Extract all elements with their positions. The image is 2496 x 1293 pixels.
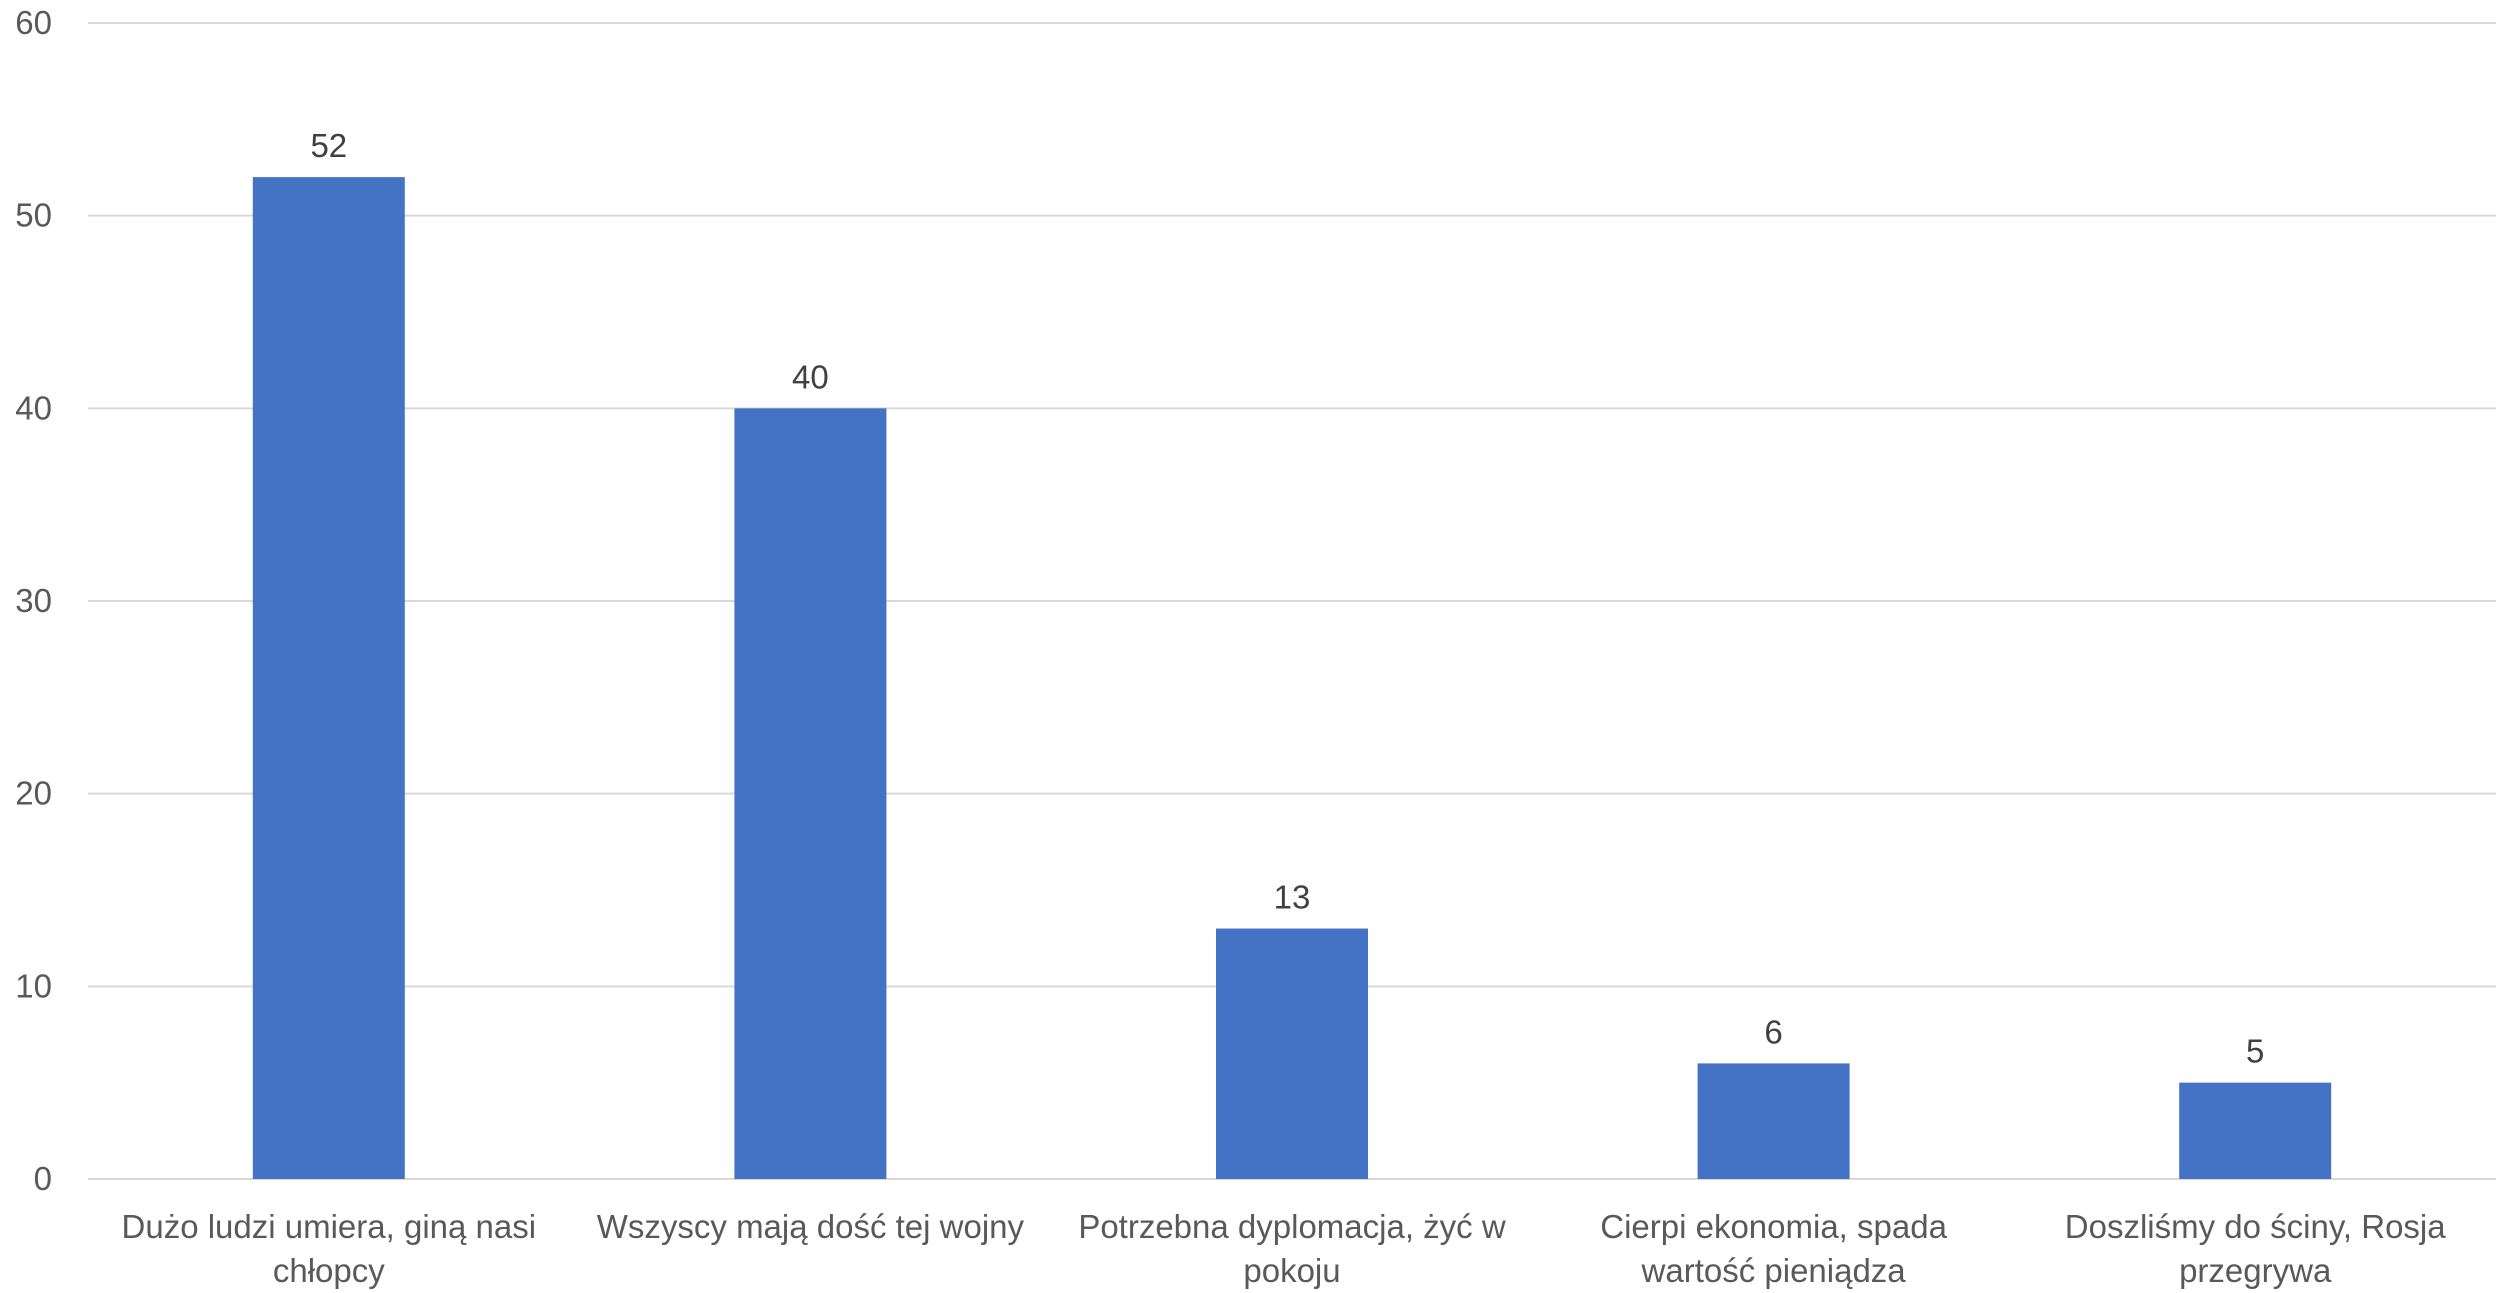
gridlines [88,22,2496,1180]
x-tick-label-line: przegrywa [2179,1252,2332,1289]
bar [1216,928,1368,1179]
bar [734,408,887,1179]
x-tick-label-line: pokoju [1243,1252,1340,1289]
x-tick-label-line: Cierpi ekonomia, spada [1600,1208,1947,1245]
y-tick-label: 50 [15,197,52,234]
data-label: 5 [2246,1033,2264,1070]
y-tick-label: 30 [15,582,52,619]
y-tick-label: 0 [34,1160,52,1197]
x-tick-label-line: Potrzebna dyplomacja, żyć w [1078,1208,1506,1245]
y-tick-label: 60 [15,4,52,41]
x-tick-label-line: chłopcy [273,1252,385,1289]
x-tick-label-line: Doszliśmy do ściny, Rosja [2065,1208,2446,1245]
bar [2179,1082,2332,1179]
data-labels: 52 40 13 6 5 [310,127,2264,1070]
x-tick-label: Dużo ludzi umiera, giną nasi chłopcy [122,1208,537,1289]
y-tick-label: 40 [15,389,52,426]
data-label: 40 [792,358,829,395]
x-tick-label-line: Dużo ludzi umiera, giną nasi [122,1208,537,1245]
y-axis-ticks: 0 10 20 30 40 50 60 [15,4,52,1197]
data-label: 6 [1764,1013,1782,1050]
data-label: 52 [310,127,347,164]
y-tick-label: 10 [15,967,52,1004]
x-tick-label: Potrzebna dyplomacja, żyć w pokoju [1078,1208,1506,1289]
x-tick-label-line: wartość pieniądza [1641,1252,1907,1289]
y-tick-label: 20 [15,775,52,812]
x-tick-label: Wszyscy mają dość tej wojny [597,1208,1025,1245]
x-axis-ticks: Dużo ludzi umiera, giną nasi chłopcy Wszys… [122,1208,2447,1289]
bars [252,177,2332,1180]
x-tick-label-line: Wszyscy mają dość tej wojny [597,1208,1025,1245]
x-tick-label: Cierpi ekonomia, spada wartość pieniądza [1600,1208,1947,1289]
data-label: 13 [1274,879,1311,916]
bar [252,177,405,1180]
x-tick-label: Doszliśmy do ściny, Rosja przegrywa [2065,1208,2446,1289]
bar [1697,1063,1850,1179]
